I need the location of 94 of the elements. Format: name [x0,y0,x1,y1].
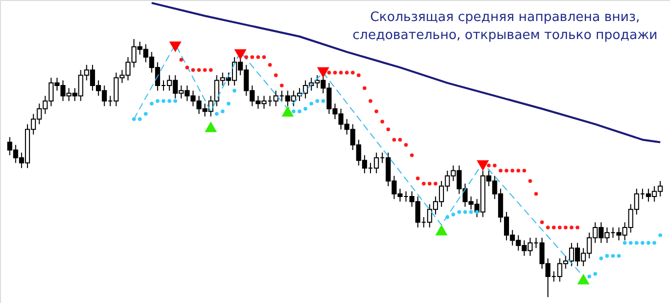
point [445,215,450,219]
point [552,226,556,230]
point [498,168,502,173]
point [298,109,302,114]
point [404,143,408,147]
point [150,102,154,106]
point [599,256,603,260]
point [262,55,266,59]
point [197,68,201,72]
point [333,70,337,74]
point [234,49,246,60]
point [398,138,402,142]
point [617,254,621,258]
point [646,241,650,245]
point [475,210,479,214]
point [256,55,260,59]
point [304,106,308,111]
point [593,272,598,276]
point [169,42,182,52]
point [292,109,296,114]
point [558,226,562,230]
point [640,241,644,245]
point [546,226,550,230]
point [274,73,278,78]
point [350,70,355,74]
point [386,128,390,132]
point [232,88,236,93]
point [410,153,414,158]
point [317,67,330,78]
point [339,70,343,74]
point [522,168,526,173]
point [463,210,467,214]
point [356,73,361,78]
point [457,210,462,214]
annotation: Скользящая средняя направлена вниз, следовательно, открываем только продажи [352,10,658,43]
point [144,112,148,116]
point [434,182,438,186]
point [380,120,384,124]
point [428,182,432,186]
point [510,168,514,173]
point [634,241,638,245]
point [516,168,520,173]
point [162,99,166,103]
point [203,68,207,72]
point [564,226,568,230]
point [204,122,217,132]
point [422,182,426,186]
point [321,99,326,103]
point [476,160,489,171]
point [156,99,160,103]
point [504,168,508,173]
point [191,68,195,72]
point [250,55,254,59]
point [492,164,497,168]
point [392,138,396,142]
point [282,106,294,117]
point [587,274,592,278]
point [540,220,544,224]
point [652,241,656,245]
point [628,241,633,245]
point [374,109,378,114]
point [658,233,662,238]
point [327,70,331,74]
point [570,226,574,230]
point [605,254,609,258]
point [451,212,456,216]
point [168,99,172,103]
point [280,84,284,88]
point [132,117,136,121]
point [173,99,178,103]
point [435,224,448,236]
point [309,102,314,106]
point [244,55,248,59]
point [576,226,580,230]
point [469,210,473,214]
point [534,192,538,196]
point [226,102,230,106]
point [528,179,532,183]
point [486,164,491,168]
point [315,99,320,103]
point [220,109,225,114]
point [138,117,142,121]
point [577,274,590,284]
point [179,58,184,62]
point [185,66,190,70]
point [268,63,272,67]
point [208,68,213,72]
point [416,176,420,180]
point [214,112,219,116]
point [368,99,372,103]
point [622,241,627,245]
point [344,70,349,74]
point [362,86,366,90]
point [611,254,615,258]
